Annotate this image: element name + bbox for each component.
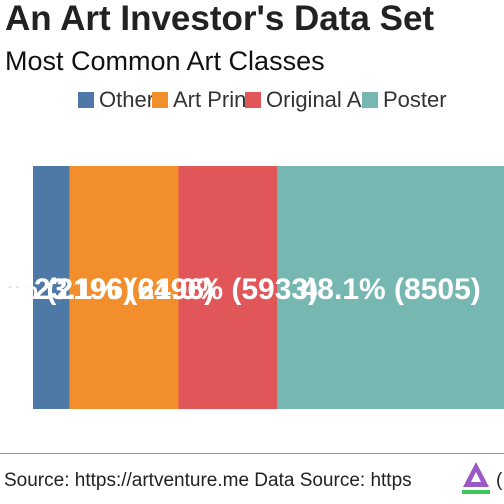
legend-swatch-other — [78, 92, 94, 108]
legend-swatch-art-print — [152, 92, 168, 108]
artventure-logo-icon — [463, 462, 489, 487]
bar-segment-other — [33, 166, 70, 409]
bar-segment-original-art — [178, 166, 278, 409]
chart-title: An Art Investor's Data Set — [5, 0, 435, 38]
bar-segment-poster — [277, 166, 504, 409]
legend-label-art-print: Art Print — [173, 87, 253, 112]
footer-divider — [0, 453, 504, 454]
legend-swatch-poster — [362, 92, 378, 108]
legend-swatch-original-art — [245, 92, 261, 108]
logo-underline — [462, 490, 490, 494]
bar-segments — [33, 166, 504, 409]
bar-label-poster: 48.1% (8505) — [301, 273, 481, 306]
bar-label-art-print: 23.1% (6496) — [34, 273, 214, 306]
legend: Other Art Print Original Art Poster — [0, 86, 504, 114]
stacked-bar-chart: 7.8% (2196)23.1% (6496)21.0% (5933)48.1%… — [0, 166, 504, 409]
bar-label-other: 7.8% (2196) — [0, 273, 133, 306]
source-text: Source: https://artventure.me Data Sourc… — [4, 470, 412, 491]
legend-label-poster: Poster — [383, 87, 447, 112]
chart-subtitle: Most Common Art Classes — [5, 46, 325, 76]
source-overflow-text: ( — [496, 470, 503, 491]
bar-label-original-art: 21.0% (5933) — [138, 273, 318, 306]
bar-labels: 7.8% (2196)23.1% (6496)21.0% (5933)48.1%… — [0, 273, 481, 306]
legend-label-original-art: Original Art — [266, 87, 375, 112]
bar-segment-art-print — [69, 166, 179, 409]
legend-label-other: Other — [99, 87, 155, 112]
